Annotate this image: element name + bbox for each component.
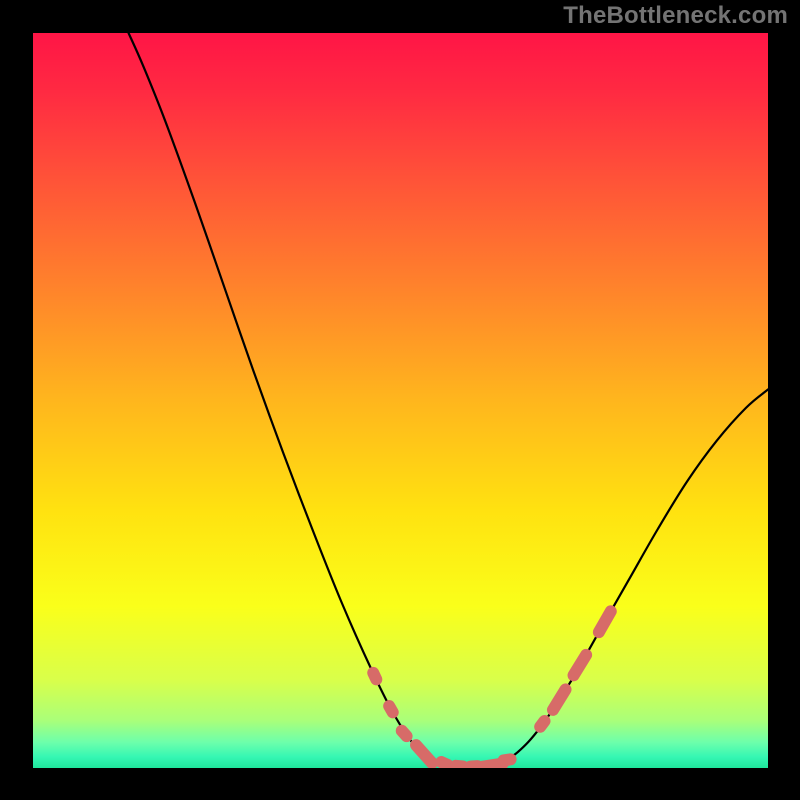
watermark-text: TheBottleneck.com	[563, 2, 788, 30]
gradient-background	[33, 33, 768, 768]
chart-plot	[33, 33, 768, 768]
figure-root: TheBottleneck.com	[0, 0, 800, 800]
